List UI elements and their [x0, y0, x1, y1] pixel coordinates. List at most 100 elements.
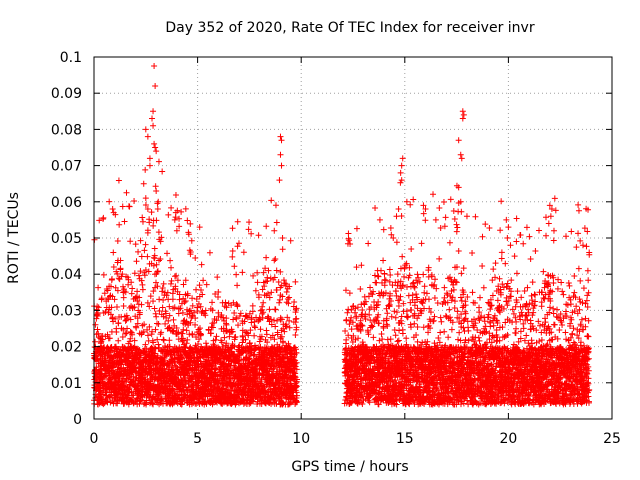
data-point — [154, 320, 161, 327]
data-point — [209, 299, 216, 306]
data-point — [254, 269, 261, 276]
data-point — [386, 278, 393, 285]
data-point — [347, 317, 354, 324]
data-point — [378, 331, 385, 338]
data-point — [115, 337, 122, 344]
data-point — [392, 314, 399, 321]
data-point — [192, 255, 199, 262]
data-point — [99, 336, 106, 343]
data-point — [284, 296, 291, 303]
data-point — [138, 253, 145, 260]
data-point — [142, 166, 149, 173]
data-point — [160, 280, 167, 287]
data-point — [239, 269, 246, 276]
data-point — [169, 296, 176, 303]
data-point — [97, 374, 104, 381]
data-point — [132, 241, 139, 248]
data-point — [124, 325, 131, 332]
data-point — [110, 249, 117, 256]
data-point — [234, 218, 241, 225]
data-point — [203, 281, 210, 288]
data-point — [92, 338, 99, 345]
data-point — [117, 265, 124, 272]
data-point — [138, 301, 145, 308]
data-point — [257, 326, 264, 333]
data-point — [106, 335, 113, 342]
data-point — [154, 200, 161, 207]
data-point — [229, 247, 236, 254]
data-point — [206, 249, 213, 256]
data-point — [342, 287, 349, 294]
data-point — [113, 325, 120, 332]
data-point — [121, 218, 128, 225]
chart-title: Day 352 of 2020, Rate Of TEC Index for r… — [165, 20, 534, 36]
data-point — [235, 240, 242, 247]
data-point — [278, 316, 285, 323]
data-point — [168, 204, 175, 211]
data-point — [291, 299, 298, 306]
data-point — [234, 243, 241, 250]
data-point — [263, 223, 270, 230]
data-point — [345, 230, 352, 237]
data-point — [393, 239, 400, 246]
data-point — [344, 309, 351, 316]
data-point — [142, 341, 149, 348]
data-point — [104, 331, 111, 338]
data-point — [399, 253, 406, 260]
data-point — [120, 351, 127, 358]
data-point — [159, 168, 166, 175]
data-point — [120, 303, 127, 310]
data-point — [408, 245, 415, 252]
data-point — [264, 278, 271, 285]
data-point — [182, 205, 189, 212]
data-point — [139, 214, 146, 221]
data-point — [92, 321, 99, 328]
data-point — [342, 328, 349, 335]
data-point — [96, 217, 103, 224]
data-point — [387, 271, 394, 278]
data-point — [114, 287, 121, 294]
data-point — [172, 192, 179, 199]
data-point — [273, 267, 280, 274]
data-point — [95, 304, 102, 311]
data-point — [166, 337, 173, 344]
data-point — [170, 316, 177, 323]
data-point — [168, 264, 175, 271]
data-point — [142, 241, 149, 248]
data-point — [119, 333, 126, 340]
data-point — [108, 304, 115, 311]
data-point — [391, 326, 398, 333]
data-point — [188, 237, 195, 244]
data-point — [249, 302, 256, 309]
data-point — [114, 270, 121, 277]
data-point — [133, 324, 140, 331]
data-point — [260, 299, 267, 306]
data-point — [387, 336, 394, 343]
data-point — [155, 321, 162, 328]
data-point — [155, 158, 162, 165]
data-point — [113, 303, 120, 310]
data-point — [387, 224, 394, 231]
data-point — [254, 279, 261, 286]
data-point — [115, 177, 122, 184]
data-point — [148, 209, 155, 216]
data-points — [91, 63, 593, 408]
data-point — [353, 225, 360, 232]
data-point — [167, 257, 174, 264]
data-point — [144, 253, 151, 260]
data-point — [275, 279, 282, 286]
data-point — [127, 238, 134, 245]
data-point — [126, 203, 133, 210]
data-point — [361, 301, 368, 308]
data-point — [135, 248, 142, 255]
data-point — [404, 313, 411, 320]
data-point — [178, 208, 185, 215]
data-point — [372, 204, 379, 211]
data-point — [346, 237, 353, 244]
data-point — [150, 222, 157, 229]
data-point — [151, 245, 158, 252]
data-point — [159, 304, 166, 311]
data-point — [292, 331, 299, 338]
data-point — [403, 335, 410, 342]
data-point — [233, 271, 240, 278]
